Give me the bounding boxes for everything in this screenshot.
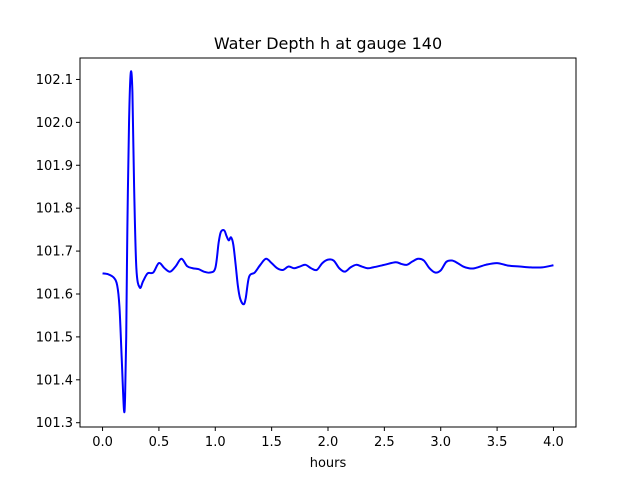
y-tick-label: 102.0 [36,116,73,131]
x-tick-label: 3.0 [430,435,451,450]
x-tick-label: 4.0 [543,435,564,450]
y-tick-label: 101.9 [36,159,73,174]
x-axis: 0.0 0.5 1.0 1.5 2.0 2.5 3.0 3.5 4.0 [92,427,564,450]
y-tick-label: 101.3 [36,416,73,431]
y-tick-label: 101.7 [36,245,73,260]
x-tick-label: 2.0 [318,435,339,450]
plot-frame [79,57,577,428]
y-tick-label: 101.8 [36,202,73,217]
y-tick-label: 101.4 [36,373,73,388]
series-line [102,70,554,414]
x-tick-label: 0.0 [92,435,113,450]
chart-title: Water Depth h at gauge 140 [214,34,442,53]
y-tick-label: 101.5 [36,330,73,345]
x-tick-label: 1.0 [205,435,226,450]
y-axis: 101.3 101.4 101.5 101.6 101.7 101.8 101.9 102.0… [36,73,80,431]
x-tick-label: 3.5 [487,435,508,450]
x-axis-label: hours [310,456,347,471]
y-tick-label: 101.6 [36,287,73,302]
x-tick-label: 2.5 [374,435,395,450]
x-tick-label: 0.5 [149,435,170,450]
y-tick-label: 102.1 [36,73,73,88]
x-tick-label: 1.5 [261,435,282,450]
